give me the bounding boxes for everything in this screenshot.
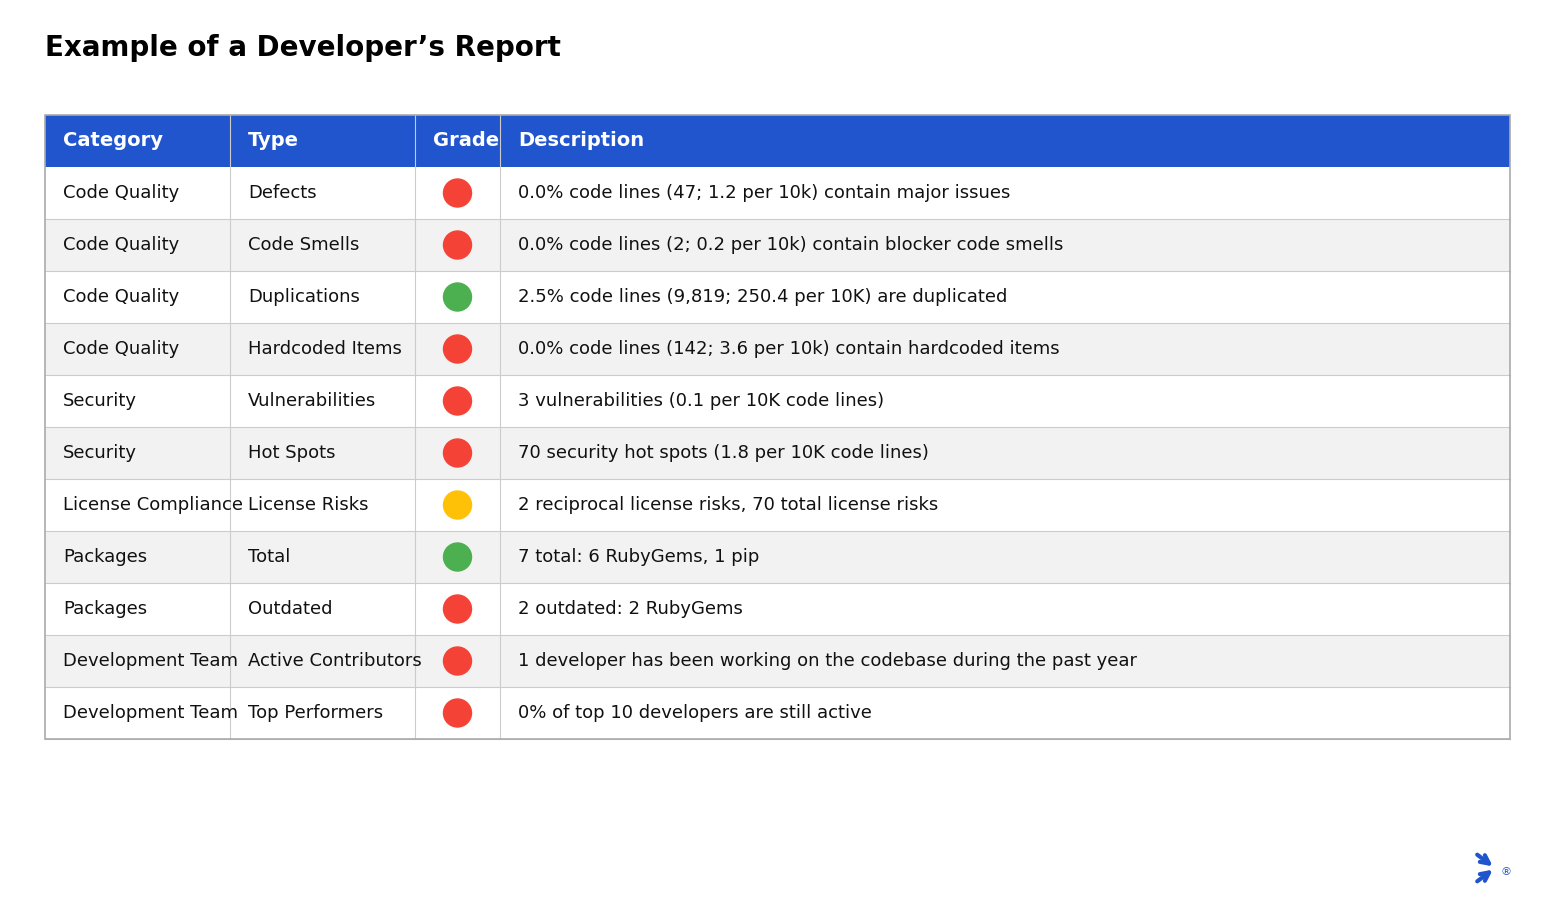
Text: Code Quality: Code Quality xyxy=(62,340,179,358)
FancyBboxPatch shape xyxy=(45,583,1510,635)
FancyBboxPatch shape xyxy=(45,531,1510,583)
FancyBboxPatch shape xyxy=(45,271,1510,323)
FancyBboxPatch shape xyxy=(45,219,1510,271)
Text: Hot Spots: Hot Spots xyxy=(248,444,335,462)
Text: Description: Description xyxy=(518,131,644,150)
Circle shape xyxy=(443,231,471,259)
Circle shape xyxy=(443,699,471,727)
Text: License Compliance: License Compliance xyxy=(62,496,243,514)
Text: 7 total: 6 RubyGems, 1 pip: 7 total: 6 RubyGems, 1 pip xyxy=(518,548,760,566)
Text: Code Quality: Code Quality xyxy=(62,184,179,202)
Circle shape xyxy=(443,283,471,311)
Text: Development Team: Development Team xyxy=(62,704,239,722)
Circle shape xyxy=(443,335,471,363)
Text: 70 security hot spots (1.8 per 10K code lines): 70 security hot spots (1.8 per 10K code … xyxy=(518,444,928,462)
Circle shape xyxy=(443,595,471,623)
Circle shape xyxy=(443,491,471,519)
Text: Code Quality: Code Quality xyxy=(62,288,179,306)
Text: Defects: Defects xyxy=(248,184,317,202)
Text: 0.0% code lines (47; 1.2 per 10k) contain major issues: 0.0% code lines (47; 1.2 per 10k) contai… xyxy=(518,184,1011,202)
Text: Total: Total xyxy=(248,548,290,566)
Text: 3 vulnerabilities (0.1 per 10K code lines): 3 vulnerabilities (0.1 per 10K code line… xyxy=(518,392,885,410)
Text: Vulnerabilities: Vulnerabilities xyxy=(248,392,376,410)
Text: 0.0% code lines (2; 0.2 per 10k) contain blocker code smells: 0.0% code lines (2; 0.2 per 10k) contain… xyxy=(518,236,1064,254)
Text: Active Contributors: Active Contributors xyxy=(248,652,421,670)
Text: License Risks: License Risks xyxy=(248,496,368,514)
Text: Code Quality: Code Quality xyxy=(62,236,179,254)
Text: Hardcoded Items: Hardcoded Items xyxy=(248,340,402,358)
Text: Code Smells: Code Smells xyxy=(248,236,359,254)
Text: 1 developer has been working on the codebase during the past year: 1 developer has been working on the code… xyxy=(518,652,1137,670)
Text: Grade: Grade xyxy=(434,131,499,150)
FancyBboxPatch shape xyxy=(45,167,1510,219)
Text: Outdated: Outdated xyxy=(248,600,332,618)
FancyBboxPatch shape xyxy=(45,687,1510,739)
Text: Type: Type xyxy=(248,131,300,150)
Text: ®: ® xyxy=(1501,867,1512,877)
Text: Security: Security xyxy=(62,392,137,410)
Text: 2.5% code lines (9,819; 250.4 per 10K) are duplicated: 2.5% code lines (9,819; 250.4 per 10K) a… xyxy=(518,288,1008,306)
FancyBboxPatch shape xyxy=(45,479,1510,531)
Text: Duplications: Duplications xyxy=(248,288,360,306)
FancyBboxPatch shape xyxy=(45,635,1510,687)
Text: Development Team: Development Team xyxy=(62,652,239,670)
Text: Packages: Packages xyxy=(62,600,147,618)
Text: Top Performers: Top Performers xyxy=(248,704,384,722)
Circle shape xyxy=(443,439,471,467)
Text: 0% of top 10 developers are still active: 0% of top 10 developers are still active xyxy=(518,704,872,722)
FancyBboxPatch shape xyxy=(45,427,1510,479)
Circle shape xyxy=(443,543,471,571)
FancyBboxPatch shape xyxy=(45,115,1510,167)
Circle shape xyxy=(443,387,471,415)
Text: Category: Category xyxy=(62,131,162,150)
Text: 0.0% code lines (142; 3.6 per 10k) contain hardcoded items: 0.0% code lines (142; 3.6 per 10k) conta… xyxy=(518,340,1059,358)
FancyBboxPatch shape xyxy=(45,323,1510,375)
Text: 2 reciprocal license risks, 70 total license risks: 2 reciprocal license risks, 70 total lic… xyxy=(518,496,938,514)
FancyBboxPatch shape xyxy=(45,375,1510,427)
Text: 2 outdated: 2 RubyGems: 2 outdated: 2 RubyGems xyxy=(518,600,743,618)
Text: Packages: Packages xyxy=(62,548,147,566)
Circle shape xyxy=(443,179,471,207)
Text: Security: Security xyxy=(62,444,137,462)
Circle shape xyxy=(443,647,471,675)
Text: Example of a Developer’s Report: Example of a Developer’s Report xyxy=(45,34,562,62)
